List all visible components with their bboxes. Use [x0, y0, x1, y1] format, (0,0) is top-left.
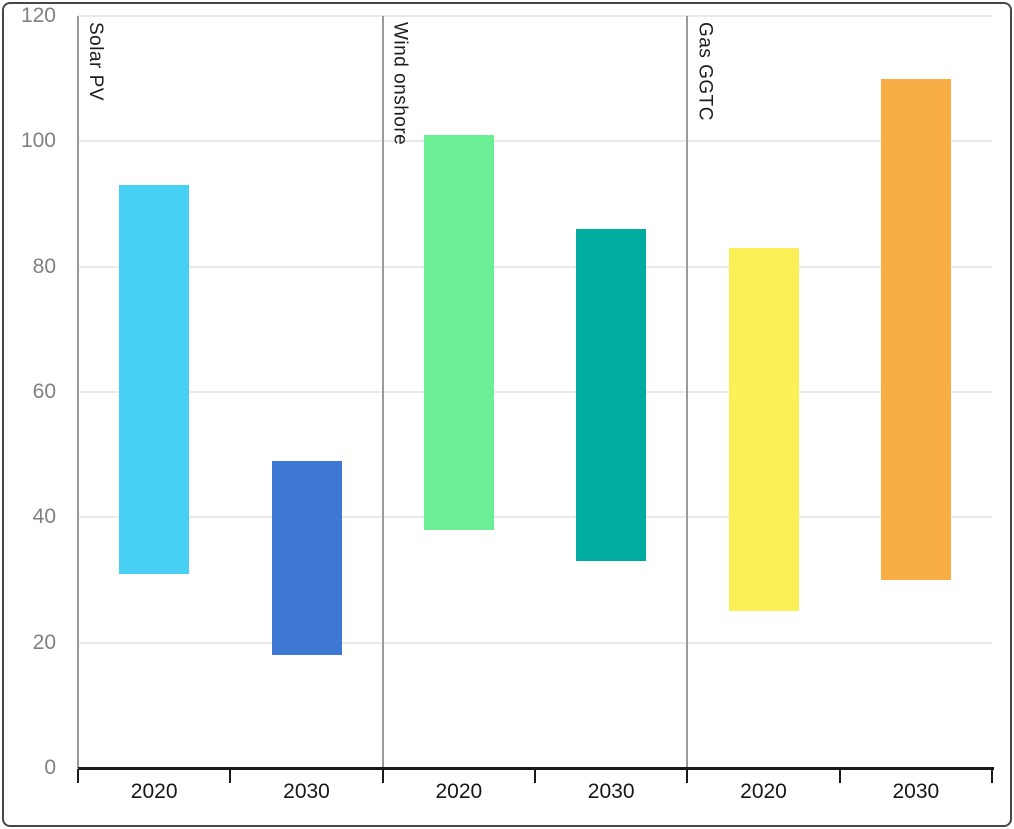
- x-tick: [686, 769, 689, 783]
- x-tick: [838, 769, 841, 783]
- gridline-80: [78, 265, 992, 268]
- y-tick-label: 0: [44, 756, 56, 779]
- gridline-120: [78, 15, 992, 17]
- y-tick-label: 40: [32, 505, 56, 529]
- x-tick: [381, 769, 384, 783]
- panel-label: Gas GGTC: [694, 22, 716, 122]
- gridline-100: [78, 140, 992, 143]
- y-tick-label: 120: [20, 4, 56, 27]
- panel-label: Solar PV: [85, 22, 106, 101]
- x-tick-label: 2030: [892, 780, 940, 803]
- x-tick-label: 2020: [740, 780, 787, 803]
- range-bar-wind-onshore-2020: [423, 135, 494, 530]
- x-tick-label: 2020: [435, 780, 483, 803]
- x-tick-label: 2030: [283, 780, 330, 803]
- range-bar-chart: 0 20 40 60 80 100 120 Solar PV Wind onshore Gas G…: [4, 4, 1010, 825]
- y-axis-line: [77, 16, 79, 768]
- x-tick: [229, 769, 232, 783]
- panel-label: Wind onshore: [389, 22, 411, 146]
- x-tick: [77, 769, 79, 783]
- x-tick: [534, 769, 536, 783]
- range-bar-wind-onshore-2030: [576, 229, 647, 562]
- panel-separator: [381, 16, 384, 768]
- range-bar-solar-pv-2030: [271, 460, 342, 656]
- x-tick-label: 2030: [587, 780, 635, 803]
- x-tick-label: 2020: [130, 780, 178, 803]
- range-bar-solar-pv-2020: [119, 185, 190, 574]
- y-tick-label: 100: [20, 129, 56, 153]
- gridline-60: [78, 391, 992, 393]
- gridline-40: [78, 516, 992, 519]
- panel-separator: [686, 16, 689, 768]
- y-tick-label: 80: [32, 254, 56, 278]
- range-bar-gas-ggtc-2020: [728, 247, 799, 612]
- range-bar-gas-ggtc-2030: [880, 78, 951, 580]
- x-tick: [991, 769, 993, 783]
- y-tick-label: 60: [32, 380, 56, 403]
- y-tick-label: 20: [32, 630, 56, 654]
- gridline-20: [78, 641, 992, 644]
- x-axis-line: [78, 767, 994, 770]
